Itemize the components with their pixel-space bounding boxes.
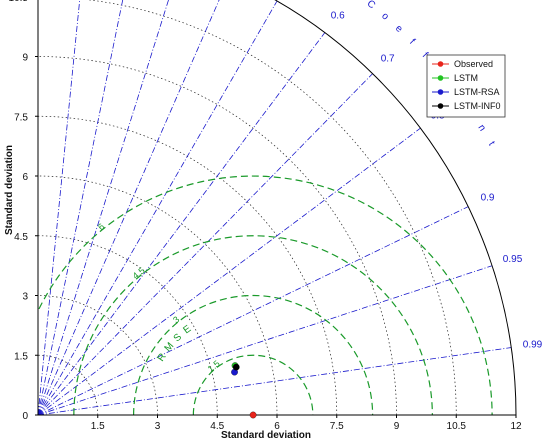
correlation-line	[37, 127, 421, 416]
legend-label: LSTM	[454, 73, 478, 83]
std-arc	[37, 56, 397, 416]
std-grid-arcs	[37, 0, 457, 416]
legend-swatch-marker	[437, 89, 444, 95]
y-tick-label: 4.5	[14, 232, 28, 243]
legend-swatch-marker	[437, 61, 444, 67]
rmse-arcs	[38, 175, 493, 415]
rmse-tick-label: 4.5	[131, 265, 147, 281]
legend: Observed LSTM LSTM-RSA LSTM-INF0	[426, 54, 506, 118]
x-tick-label: 7.5	[330, 421, 344, 432]
y-tick-label: 10.5	[9, 0, 29, 4]
correlation-title-char	[352, 0, 364, 1]
x-axis-title: Standard deviation	[221, 430, 311, 441]
correlation-line	[37, 0, 81, 416]
std-arc	[86, 0, 457, 416]
rmse-tick-label: 3	[171, 314, 181, 325]
x-tick-label: 6	[274, 421, 280, 432]
legend-label: LSTM-INF0	[454, 101, 501, 111]
correlation-line	[37, 73, 373, 416]
x-tick-label: 10.5	[447, 421, 467, 432]
legend-swatch-marker	[437, 75, 444, 81]
correlation-line	[37, 32, 326, 416]
rmse-arc	[73, 235, 433, 415]
y-tick-label: 7.5	[14, 112, 28, 123]
correlation-title-char: e	[393, 23, 408, 38]
rmse-tick-label: 1.5	[206, 358, 222, 374]
correlation-line	[37, 0, 220, 416]
std-arc	[37, 175, 278, 416]
rmse-arc	[133, 294, 374, 415]
correlation-tick-label: 0.95	[503, 254, 523, 265]
correlation-line	[37, 0, 124, 416]
correlation-line	[37, 347, 512, 416]
data-point-observed	[249, 411, 257, 419]
correlation-line	[37, 206, 469, 416]
correlation-line	[37, 0, 278, 416]
y-tick-label: 1.5	[14, 351, 28, 362]
data-point-lstm-inf0	[232, 363, 240, 371]
correlation-tick-label: 0.9	[481, 192, 495, 203]
std-arc	[37, 235, 218, 416]
outer-arc	[274, 0, 517, 416]
correlation-gridlines	[37, 0, 512, 416]
legend-label: LSTM-RSA	[454, 87, 500, 97]
legend-label: Observed	[454, 59, 493, 69]
std-arc	[37, 115, 338, 416]
correlation-tick-labels: 0.10.20.30.40.50.60.70.80.90.950.99	[331, 10, 543, 351]
x-tick-label: 12	[510, 421, 522, 432]
y-tick-label: 0	[22, 411, 28, 422]
rmse-arc	[38, 175, 493, 415]
x-tick-label: 9	[394, 421, 400, 432]
correlation-title-char: C	[365, 0, 381, 14]
y-tick-label: 6	[22, 172, 28, 183]
correlation-tick-label: 0.99	[523, 340, 543, 351]
correlation-line	[37, 265, 493, 416]
correlation-line	[37, 0, 169, 416]
x-tick-label: 1.5	[91, 421, 105, 432]
y-axis-title: Standard deviation	[4, 145, 15, 235]
correlation-title-char: t	[486, 140, 499, 152]
rmse-arc	[192, 354, 314, 415]
correlation-title-char: o	[379, 11, 394, 26]
y-tick-label: 9	[22, 53, 28, 64]
x-tick-label: 3	[155, 421, 161, 432]
std-arc	[37, 295, 158, 416]
x-tick-label: 4.5	[210, 421, 224, 432]
correlation-tick-label: 0.7	[381, 53, 395, 64]
rmse-tick-label: 6	[96, 221, 106, 232]
legend-swatch-marker	[437, 103, 444, 109]
correlation-title-char: f	[407, 37, 420, 50]
data-points	[231, 362, 257, 419]
correlation-title-char: n	[475, 123, 490, 137]
y-tick-label: 3	[22, 292, 28, 303]
x-tick-labels: 1.5 3 4.5 6 7.5 9 10.5 12	[91, 415, 522, 432]
correlation-tick-label: 0.6	[331, 10, 345, 21]
